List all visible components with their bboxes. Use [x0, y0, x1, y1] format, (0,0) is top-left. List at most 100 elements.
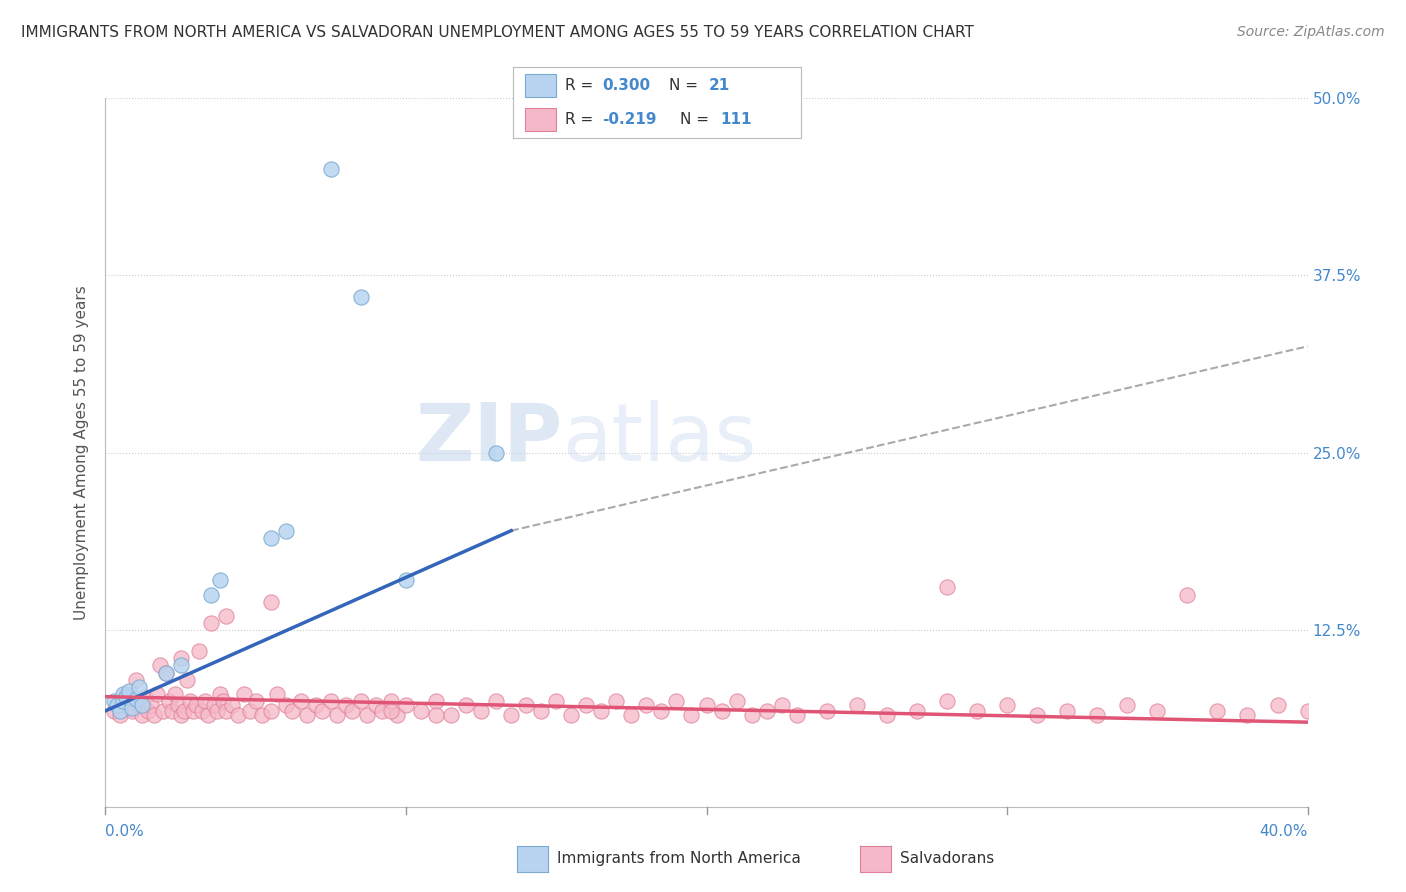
Point	[1206, 704, 1229, 718]
Point	[145, 687, 167, 701]
Point	[121, 701, 143, 715]
Text: 111: 111	[721, 112, 752, 128]
Point	[169, 708, 191, 723]
Point	[134, 690, 156, 704]
Point	[710, 704, 733, 718]
Point	[755, 704, 778, 718]
Point	[245, 694, 267, 708]
Point	[1146, 704, 1168, 718]
Point	[876, 708, 898, 723]
Point	[176, 673, 198, 687]
Point	[380, 704, 402, 718]
Point	[250, 708, 273, 723]
Text: atlas: atlas	[562, 400, 756, 477]
Point	[380, 694, 402, 708]
Point	[936, 581, 959, 595]
Point	[665, 694, 688, 708]
Point	[966, 704, 988, 718]
Point	[166, 698, 188, 713]
Point	[681, 708, 703, 723]
Point	[169, 658, 191, 673]
Point	[1175, 588, 1198, 602]
Point	[124, 692, 146, 706]
Text: Immigrants from North America: Immigrants from North America	[557, 852, 800, 866]
Point	[350, 694, 373, 708]
Text: Salvadorans: Salvadorans	[900, 852, 994, 866]
Point	[1026, 708, 1049, 723]
Point	[194, 694, 217, 708]
Point	[295, 708, 318, 723]
Point	[425, 708, 447, 723]
Point	[110, 704, 132, 718]
Text: N =: N =	[681, 112, 714, 128]
Point	[142, 708, 165, 723]
Point	[169, 651, 191, 665]
Point	[725, 694, 748, 708]
Point	[211, 694, 233, 708]
Point	[200, 615, 222, 630]
Point	[184, 698, 207, 713]
Point	[221, 698, 243, 713]
Point	[605, 694, 627, 708]
Point	[226, 708, 249, 723]
Point	[214, 608, 236, 623]
Point	[501, 708, 523, 723]
Point	[232, 687, 254, 701]
Point	[118, 684, 141, 698]
Point	[118, 701, 141, 715]
Point	[163, 687, 186, 701]
Point	[1267, 698, 1289, 713]
Y-axis label: Unemployment Among Ages 55 to 59 years: Unemployment Among Ages 55 to 59 years	[75, 285, 90, 620]
Point	[239, 704, 262, 718]
Point	[197, 708, 219, 723]
Point	[260, 594, 283, 608]
Point	[128, 698, 150, 713]
Point	[326, 708, 349, 723]
Point	[200, 588, 222, 602]
Point	[131, 698, 153, 713]
Point	[274, 524, 297, 538]
Point	[179, 694, 201, 708]
Point	[440, 708, 463, 723]
Point	[485, 694, 508, 708]
Point	[560, 708, 582, 723]
Bar	[524, 74, 557, 97]
Point	[395, 574, 418, 588]
Point	[112, 694, 135, 708]
Point	[995, 698, 1018, 713]
Point	[160, 704, 183, 718]
Point	[385, 708, 408, 723]
Point	[124, 673, 146, 687]
Point	[202, 698, 225, 713]
Point	[155, 665, 177, 680]
Text: 0.300: 0.300	[603, 78, 651, 93]
Point	[208, 574, 231, 588]
Point	[110, 708, 132, 723]
Point	[107, 698, 129, 713]
Point	[115, 687, 138, 701]
Point	[1296, 704, 1319, 718]
Point	[112, 694, 135, 708]
Point	[152, 704, 174, 718]
Point	[173, 704, 195, 718]
Text: R =: R =	[565, 112, 598, 128]
Point	[128, 680, 150, 694]
Point	[741, 708, 763, 723]
Point	[356, 708, 378, 723]
Point	[364, 698, 387, 713]
Text: Source: ZipAtlas.com: Source: ZipAtlas.com	[1237, 25, 1385, 39]
Point	[395, 698, 418, 713]
Point	[136, 704, 159, 718]
Point	[305, 698, 328, 713]
Point	[1056, 704, 1078, 718]
Point	[208, 687, 231, 701]
Point	[845, 698, 868, 713]
Point	[620, 708, 643, 723]
Point	[815, 704, 838, 718]
Point	[260, 531, 283, 545]
Point	[696, 698, 718, 713]
Point	[770, 698, 793, 713]
Point	[786, 708, 808, 723]
Point	[319, 162, 342, 177]
Point	[281, 704, 304, 718]
